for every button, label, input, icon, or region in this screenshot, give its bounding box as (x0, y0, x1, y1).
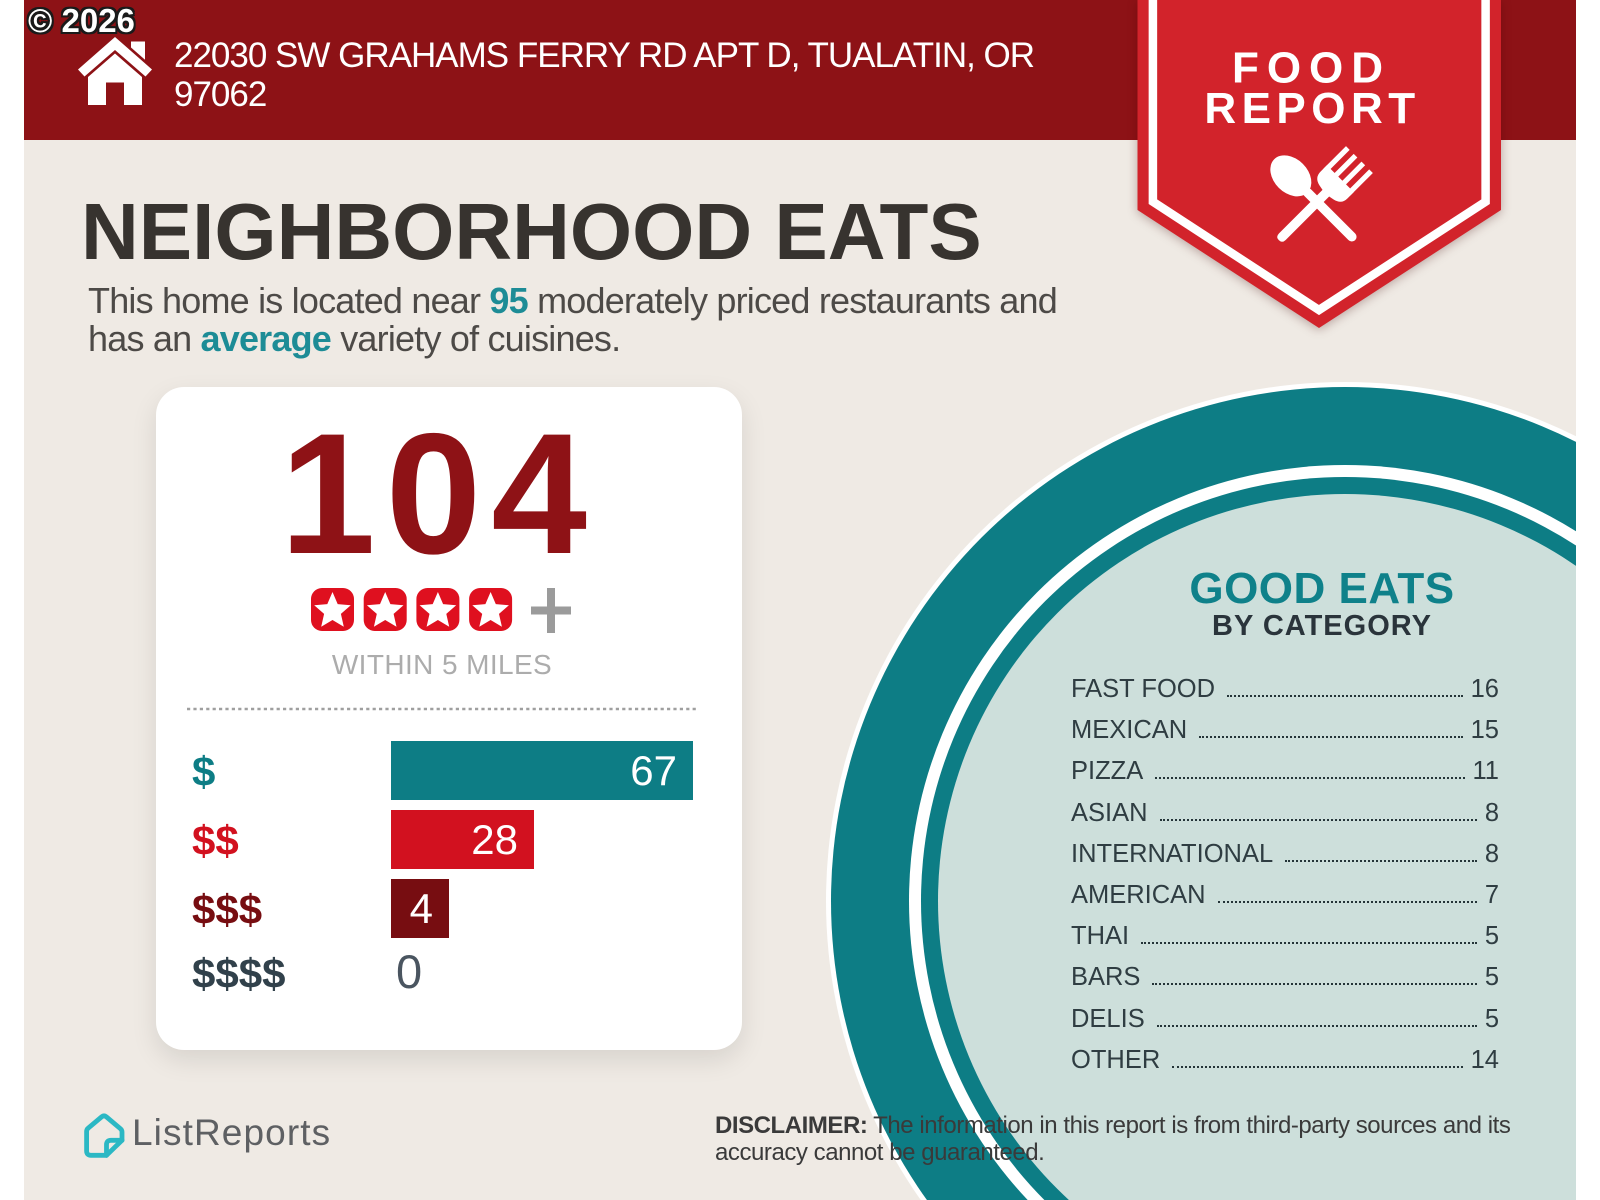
svg-text:FOOD: FOOD (1232, 44, 1391, 93)
svg-text:REPORT: REPORT (1204, 84, 1420, 133)
